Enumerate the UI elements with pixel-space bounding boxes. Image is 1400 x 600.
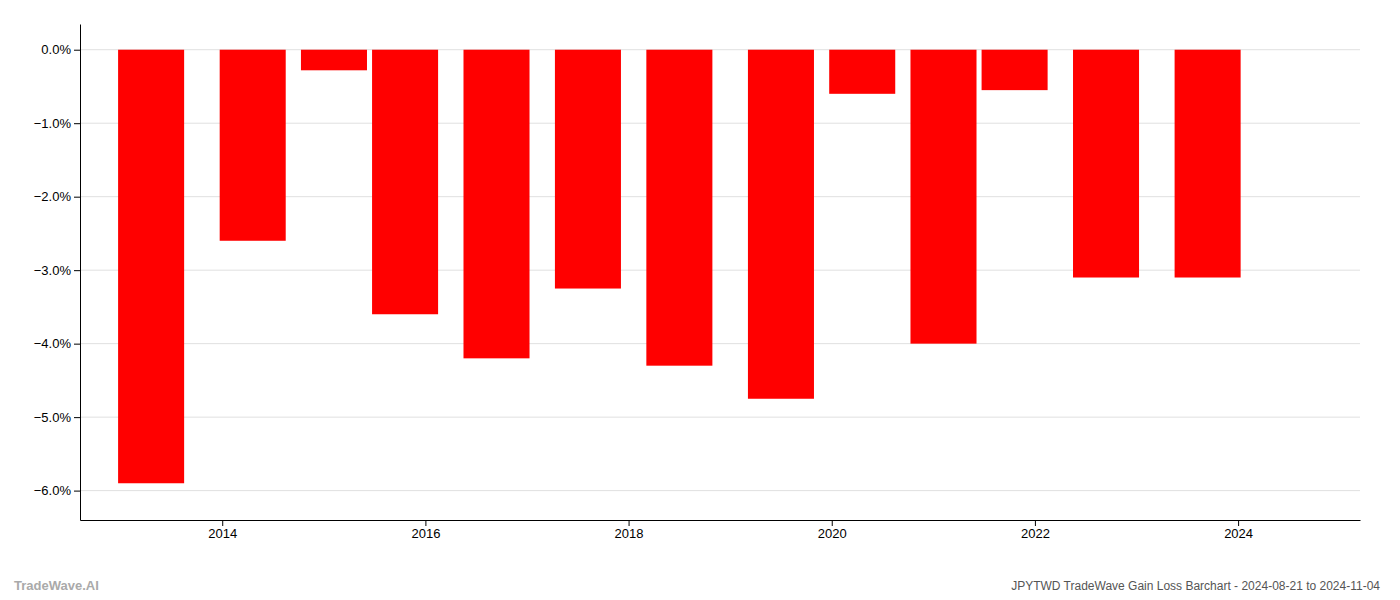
y-tick-mark: [74, 197, 80, 198]
plot: 2014 2016 2018 2020 2022 2024 0.0% −1.0% −2.0% −3…: [34, 25, 1361, 542]
y-tick-label: −1.0%: [34, 116, 72, 131]
y-tick-label: −6.0%: [34, 483, 72, 498]
watermark: TradeWave.AI: [14, 578, 99, 593]
y-tick: −2.0%: [34, 189, 80, 204]
y-tick: −3.0%: [34, 263, 80, 278]
y-tick-mark: [74, 50, 80, 51]
x-tick-mark: [1238, 520, 1239, 526]
y-tick: 0.0%: [41, 42, 80, 57]
x-tick: 2022: [1021, 520, 1050, 541]
y-tick-label: −3.0%: [34, 263, 72, 278]
grid-line: [80, 270, 1360, 271]
bar: [1175, 50, 1241, 278]
x-tick-mark: [425, 520, 426, 526]
x-tick-mark: [222, 520, 223, 526]
y-tick-label: −4.0%: [34, 336, 72, 351]
x-tick: 2016: [411, 520, 440, 541]
y-axis: 0.0% −1.0% −2.0% −3.0% −4.0% −5.0% −6.0%: [34, 25, 81, 521]
x-tick-mark: [629, 520, 630, 526]
y-tick: −4.0%: [34, 336, 80, 351]
x-tick-label: 2016: [411, 526, 440, 541]
x-tick-label: 2024: [1224, 526, 1253, 541]
grid-line: [80, 343, 1360, 344]
y-tick: −1.0%: [34, 116, 80, 131]
x-tick: 2020: [818, 520, 847, 541]
bar: [982, 50, 1048, 90]
bar: [301, 50, 367, 71]
x-axis: 2014 2016 2018 2020 2022 2024: [81, 520, 1361, 541]
x-tick: 2014: [208, 520, 237, 541]
y-tick-mark: [74, 344, 80, 345]
bars: [118, 50, 1241, 484]
bar: [1073, 50, 1139, 278]
bar: [748, 50, 814, 399]
y-tick-label: −2.0%: [34, 189, 72, 204]
chart: 2014 2016 2018 2020 2022 2024 0.0% −1.0% −2.0% −3…: [0, 0, 1400, 600]
x-axis-line: [81, 520, 1361, 521]
y-tick-mark: [74, 123, 80, 124]
bar: [910, 50, 976, 344]
x-tick-mark: [832, 520, 833, 526]
x-tick-label: 2022: [1021, 526, 1050, 541]
bar: [829, 50, 895, 94]
x-tick-label: 2014: [208, 526, 237, 541]
bar: [118, 50, 184, 484]
bar: [463, 50, 529, 359]
x-tick: 2024: [1224, 520, 1253, 541]
grid-line: [80, 417, 1360, 418]
y-tick-label: 0.0%: [41, 42, 71, 57]
y-tick-mark: [74, 491, 80, 492]
x-tick-mark: [1035, 520, 1036, 526]
y-tick: −6.0%: [34, 483, 80, 498]
bar: [646, 50, 712, 366]
grid-line: [80, 490, 1360, 491]
y-tick-mark: [74, 417, 80, 418]
x-tick-label: 2020: [818, 526, 847, 541]
y-axis-line: [80, 25, 81, 521]
bar: [220, 50, 286, 241]
grid: [80, 50, 1360, 491]
y-tick-label: −5.0%: [34, 410, 72, 425]
y-tick-mark: [74, 270, 80, 271]
title: JPYTWD TradeWave Gain Loss Barchart - 20…: [1011, 579, 1380, 593]
y-tick: −5.0%: [34, 410, 80, 425]
x-tick: 2018: [615, 520, 644, 541]
x-tick-label: 2018: [615, 526, 644, 541]
bar: [555, 50, 621, 289]
bar: [372, 50, 438, 315]
